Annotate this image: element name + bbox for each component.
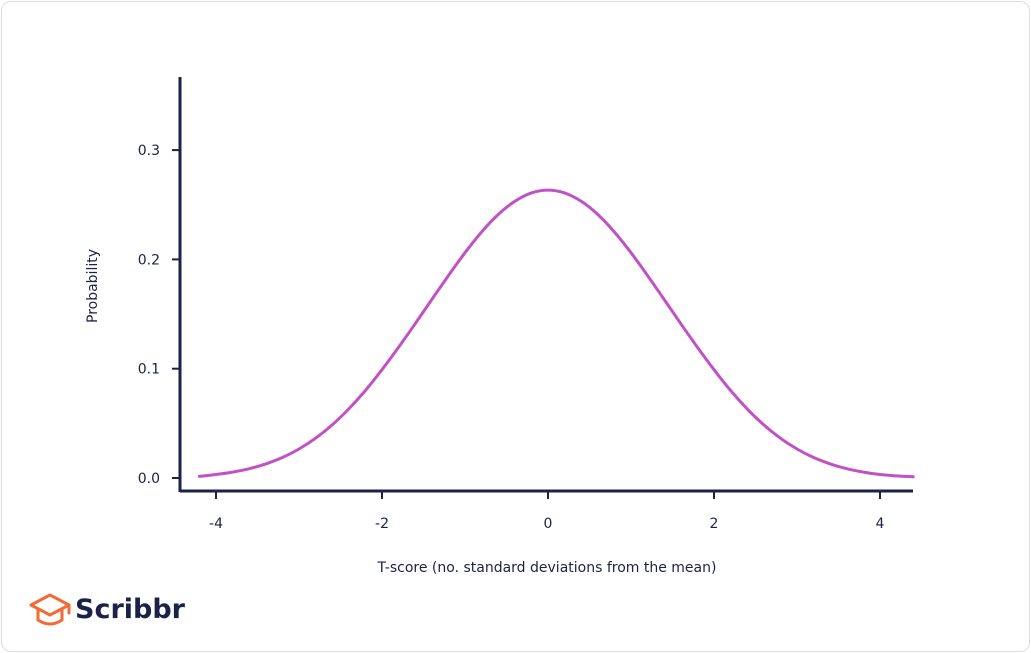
scribbr-logo: Scribbr [29,593,186,626]
y-tick-label: 0.1 [138,362,160,378]
x-axis-title: T-score (no. standard deviations from th… [377,560,717,576]
series-layer [197,188,915,479]
ticks: -4 -2 0 2 4 0.0 0.1 0.2 0.3 [138,143,885,532]
graduation-cap-icon [29,593,71,626]
x-tick-label: -4 [209,516,223,532]
y-tick-label: 0.0 [138,471,160,487]
y-axis-title: Probability [85,249,101,323]
y-tick-label: 0.2 [138,252,160,268]
brand-name: Scribbr [75,594,186,625]
x-tick-label: 4 [876,516,885,532]
y-tick-label: 0.3 [138,143,160,159]
axes [178,77,913,493]
series-line-0 [197,188,915,479]
x-tick-label: -2 [375,516,389,532]
x-tick-label: 2 [710,516,719,532]
x-tick-label: 0 [544,516,553,532]
